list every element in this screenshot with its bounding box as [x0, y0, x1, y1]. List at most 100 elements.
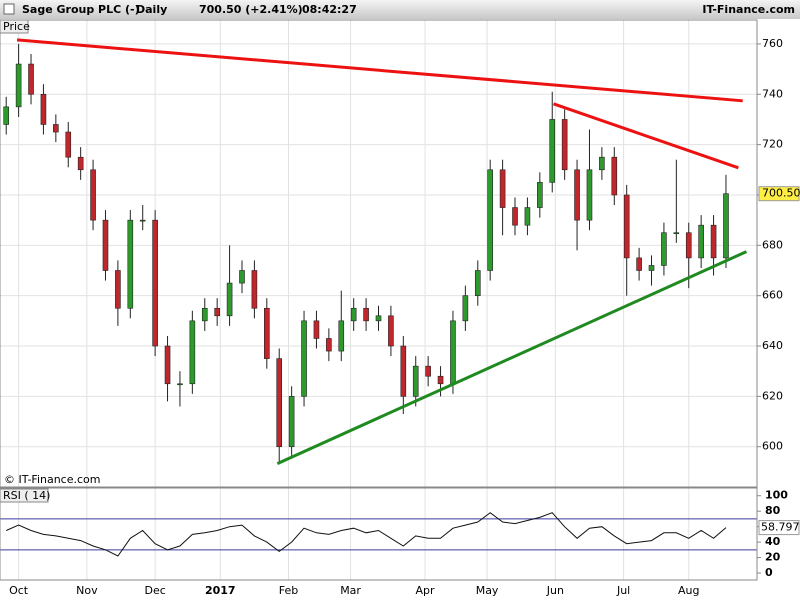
candle-body	[363, 307, 369, 322]
candle-body	[350, 307, 357, 322]
title: Sage Group PLC (-)	[22, 3, 140, 16]
candle-body	[139, 219, 146, 222]
x-tick-label: Mar	[340, 584, 361, 597]
period: Daily	[136, 3, 167, 16]
candle-body	[537, 182, 543, 208]
candle-body	[288, 396, 295, 448]
last-value-box	[758, 520, 800, 536]
candle-body	[15, 63, 22, 108]
candle-body	[388, 315, 394, 347]
time: 08:42:27	[302, 3, 357, 16]
rsi-line	[6, 512, 727, 557]
candle-body	[661, 232, 667, 266]
candle-body	[599, 156, 605, 171]
candle-body	[28, 63, 34, 95]
candle-body	[90, 169, 96, 221]
candle-body	[474, 270, 481, 296]
y-tick-label: 760	[762, 37, 783, 50]
trendline	[16, 38, 743, 103]
candle-body	[77, 156, 84, 171]
candle-body	[512, 207, 518, 226]
x-tick-label: Apr	[416, 584, 436, 597]
header-bar	[0, 0, 800, 19]
site: IT-Finance.com	[702, 3, 795, 16]
x-tick-label: Oct	[9, 584, 29, 597]
candle-body	[636, 257, 642, 271]
rsi-label-box	[0, 488, 49, 503]
candle-body	[226, 282, 233, 317]
x-tick-label: Dec	[144, 584, 165, 597]
trendline	[552, 102, 739, 170]
y-tick-label: 720	[762, 138, 783, 151]
y-tick-label: 100	[765, 489, 788, 502]
candle-body	[326, 338, 332, 352]
x-tick-label: Jul	[616, 584, 630, 597]
x-tick-label: 2017	[205, 584, 236, 597]
candle-body	[127, 219, 134, 309]
candle-body	[189, 320, 196, 385]
y-tick-label: 20	[765, 551, 781, 564]
x-tick-label: Feb	[279, 584, 298, 597]
candle-body	[710, 224, 717, 259]
candle-body	[152, 219, 158, 347]
candle-body	[177, 383, 183, 386]
candle-body	[462, 295, 469, 322]
candle-body	[276, 358, 283, 448]
candle-body	[239, 270, 245, 284]
copyright: © IT-Finance.com	[4, 473, 101, 486]
candle-body	[251, 270, 258, 309]
price-label-box	[0, 19, 29, 34]
candle-body	[214, 307, 220, 317]
candle-body	[611, 156, 618, 196]
candle-body	[201, 307, 208, 322]
candle-body	[673, 232, 680, 235]
last-price-box	[758, 186, 800, 202]
price-label: Price	[3, 20, 30, 33]
candle-body	[450, 320, 456, 385]
x-tick-label: Aug	[678, 584, 699, 597]
rsi-frame	[0, 487, 758, 581]
candle-body	[648, 265, 655, 271]
trendline	[276, 250, 748, 465]
candle-body	[264, 307, 270, 359]
candle-body	[685, 232, 692, 259]
candle-body	[313, 320, 320, 339]
candle-body	[549, 119, 556, 183]
candle-body	[623, 194, 630, 259]
y-tick-label: 740	[762, 87, 783, 100]
last-value-label: 58.797	[761, 521, 800, 534]
candle-body	[164, 345, 171, 385]
x-tick-label: May	[476, 584, 499, 597]
candle-body	[487, 169, 493, 271]
candle-body	[40, 93, 47, 125]
x-tick-label: Nov	[76, 584, 98, 597]
checkbox[interactable]	[3, 3, 15, 15]
candle-body	[574, 169, 580, 221]
y-tick-label: 620	[762, 389, 783, 402]
candle-body	[561, 119, 568, 171]
candle-body	[425, 365, 431, 377]
y-tick-label: 680	[762, 238, 783, 251]
candle-body	[338, 320, 345, 352]
last-price-label: 700.50	[762, 187, 800, 200]
candle-body	[586, 169, 593, 221]
candle-body	[499, 169, 506, 208]
candle-body	[400, 345, 407, 397]
candle-body	[102, 219, 109, 271]
y-tick-label: 640	[762, 339, 783, 352]
last-quote: 700.50 (+2.41%)	[199, 3, 303, 16]
candle-body	[53, 124, 59, 133]
candle-body	[301, 320, 307, 397]
candle-body	[115, 270, 121, 309]
rsi-label: RSI ( 14)	[3, 489, 50, 502]
x-tick-label: Jun	[546, 584, 564, 597]
y-tick-label: 40	[765, 535, 781, 548]
candle-body	[3, 106, 10, 125]
candle-body	[437, 375, 444, 385]
y-tick-label: 0	[765, 566, 773, 579]
y-tick-label: 660	[762, 289, 783, 302]
candle-body	[375, 315, 382, 322]
candle-body	[524, 207, 531, 226]
price-frame	[0, 19, 758, 488]
